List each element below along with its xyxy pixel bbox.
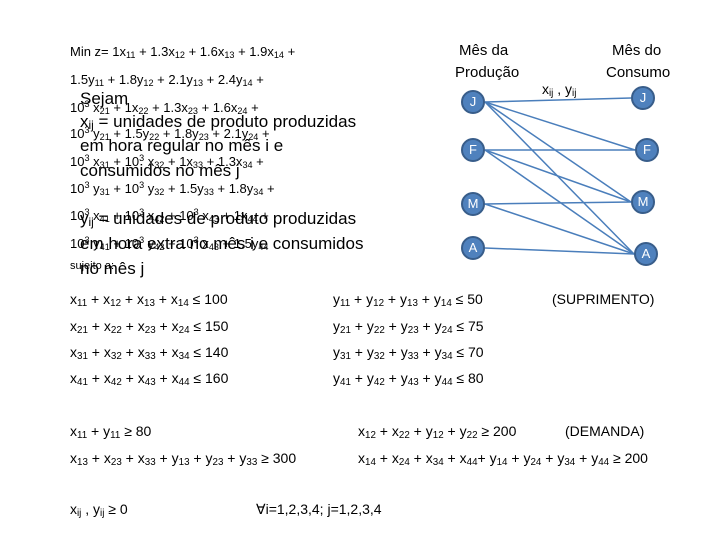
demand-tag: (DEMANDA) [565,423,645,439]
demand-constraint-4: x14 + x24 + x34 + x44+ y14 + y24 + y34 +… [358,450,648,468]
consumption-node-a-label: A [641,246,651,261]
production-node-f-label: F [469,142,477,157]
objective-line-8: 103 y41 + 103 y42 + 103 x43 + 1.5y44 [70,235,269,252]
objective-line-1: Min z= 1x11 + 1.3x12 + 1.6x13 + 1.9x14 + [70,44,296,60]
objective-line-4: 103 y21 + 1.5y22 + 1.8y23 + 2.1y24 + [70,125,270,142]
demand-constraint-1: x11 + y11 ≥ 80 [70,423,152,441]
edge-j-to-j [484,97,632,103]
x-supply-constraint-4: x41 + x42 + x43 + x44 ≤ 160 [70,370,229,388]
production-node-j [461,90,485,114]
production-node-f [461,138,485,162]
edge-m-to-m [484,201,632,205]
x-supply-constraint-1: x11 + x12 + x13 + x14 ≤ 100 [70,291,228,309]
production-node-m [461,192,485,216]
y-definition-line-3: no mês j [80,259,145,278]
edge-m-to-a [484,203,635,255]
consumption-node-m-label: M [637,194,649,209]
non-negativity-constraint: xij , yij ≥ 0 [70,501,128,519]
objective-line-5: 103 x31 + 103 x32 + 1x33 + 1.3x34 + [70,153,264,170]
supply-tag: (SUPRIMENTO) [552,291,655,307]
x-supply-constraint-2: x21 + x22 + x23 + x24 ≤ 150 [70,318,229,336]
variable-label: xij , yij [542,81,577,99]
demand-constraint-3: x13 + x23 + x33 + y13 + y23 + y33 ≥ 300 [70,450,297,468]
production-header-line-1: Mês da [459,42,509,59]
y-supply-constraint-4: y41 + y42 + y43 + y44 ≤ 80 [333,370,484,388]
subject-to-label: sujeito a: [70,260,115,272]
y-definition-line-2: em hora extra no mês i e consumidos [80,234,364,253]
production-node-a-label: A [468,240,478,255]
objective-line-3: 103 x21 + 1x22 + 1.3x23 + 1.6x24 + [70,99,259,116]
y-supply-constraint-3: y31 + y32 + y33 + y34 ≤ 70 [333,344,484,362]
x-supply-constraint-3: x31 + x32 + x33 + x34 ≤ 140 [70,344,229,362]
x-definition-line-3: consumidos no mês j [80,161,240,180]
edge-f-to-a [484,149,635,255]
production-node-j-label: J [469,94,477,109]
consumption-node-f [635,138,659,162]
index-domain: ∀i=1,2,3,4; j=1,2,3,4 [256,501,382,517]
x-definition-line-1: xij = unidades de produto produzidas [80,112,357,132]
consumption-node-m [631,190,655,214]
sejam-label: Sejam [80,89,129,108]
objective-line-6: 103 y31 + 103 y32 + 1.5y33 + 1.8y34 + [70,180,275,197]
objective-line-2: 1.5y11 + 1.8y12 + 2.1y13 + 2.4y14 + [70,72,264,88]
consumption-node-j-label: J [639,90,647,105]
production-node-a [461,236,485,260]
consumption-node-a [634,242,658,266]
edge-a-to-a [484,247,635,255]
consumption-header-line-2: Consumo [606,64,671,81]
edge-j-to-a [484,101,635,255]
production-header-line-2: Produção [455,64,520,81]
consumption-header-line-1: Mês do [612,42,662,59]
demand-constraint-2: x12 + x22 + y12 + y22 ≥ 200 [358,423,517,441]
x-definition-line-2: em hora regular no mês i e [80,136,284,155]
production-node-m-label: M [467,196,479,211]
edge-j-to-f [484,101,636,151]
consumption-node-f-label: F [643,142,651,157]
y-supply-constraint-1: y11 + y12 + y13 + y14 ≤ 50 [333,291,483,309]
y-definition-line-1: yij = unidades de produto produzidas [80,209,357,229]
edge-j-to-m [484,101,632,203]
objective-line-7: 103 x41 + 103 x42 + 103 x43 + 1x44 + [70,207,269,224]
edge-f-to-m [484,149,632,203]
y-supply-constraint-2: y21 + y22 + y23 + y24 ≤ 75 [333,318,484,336]
consumption-node-j [631,86,655,110]
